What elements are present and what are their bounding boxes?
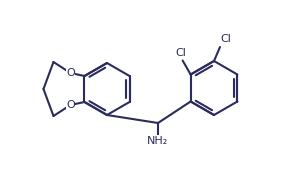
Text: Cl: Cl <box>220 34 231 44</box>
Text: NH₂: NH₂ <box>147 136 169 146</box>
Text: O: O <box>66 100 75 110</box>
Text: Cl: Cl <box>175 47 186 57</box>
Text: O: O <box>66 68 75 78</box>
